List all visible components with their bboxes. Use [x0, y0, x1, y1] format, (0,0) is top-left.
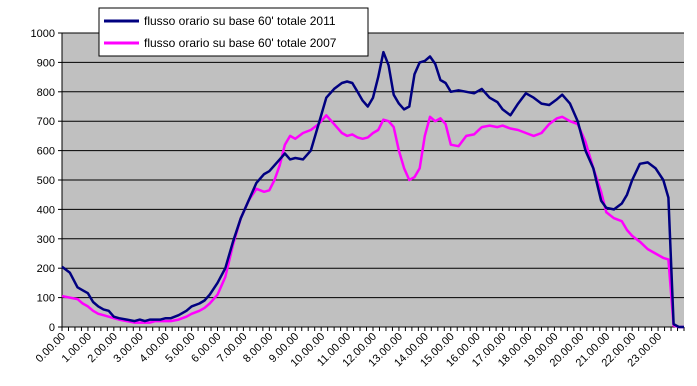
y-axis: 0 100 200 300 400 500 600 700 800 900 1000 — [31, 28, 63, 334]
y-tick-label: 400 — [37, 204, 55, 216]
legend-label-2011: flusso orario su base 60' totale 2011 — [144, 14, 336, 28]
x-axis: 0.00.001.00.002.00.003.00.004.00.005.00.… — [34, 326, 685, 369]
y-tick-label: 0 — [49, 322, 55, 334]
legend-label-2007: flusso orario su base 60' totale 2007 — [144, 36, 337, 50]
y-tick-label: 700 — [37, 116, 55, 128]
y-tick-label: 300 — [37, 234, 55, 246]
y-tick-label: 200 — [37, 263, 55, 275]
series-lines — [61, 50, 684, 329]
y-tick-label: 600 — [37, 146, 55, 158]
series-line-1 — [61, 114, 684, 329]
y-tick-label: 100 — [37, 293, 55, 305]
y-tick-label: 900 — [37, 57, 55, 69]
gridlines — [62, 32, 684, 299]
series-line-0 — [61, 50, 684, 329]
legend-box — [98, 7, 369, 57]
y-tick-label: 500 — [37, 175, 55, 187]
legend: flusso orario su base 60' totale 2011 fl… — [98, 7, 369, 57]
y-tick-label: 1000 — [31, 28, 55, 40]
y-tick-label: 800 — [37, 87, 55, 99]
